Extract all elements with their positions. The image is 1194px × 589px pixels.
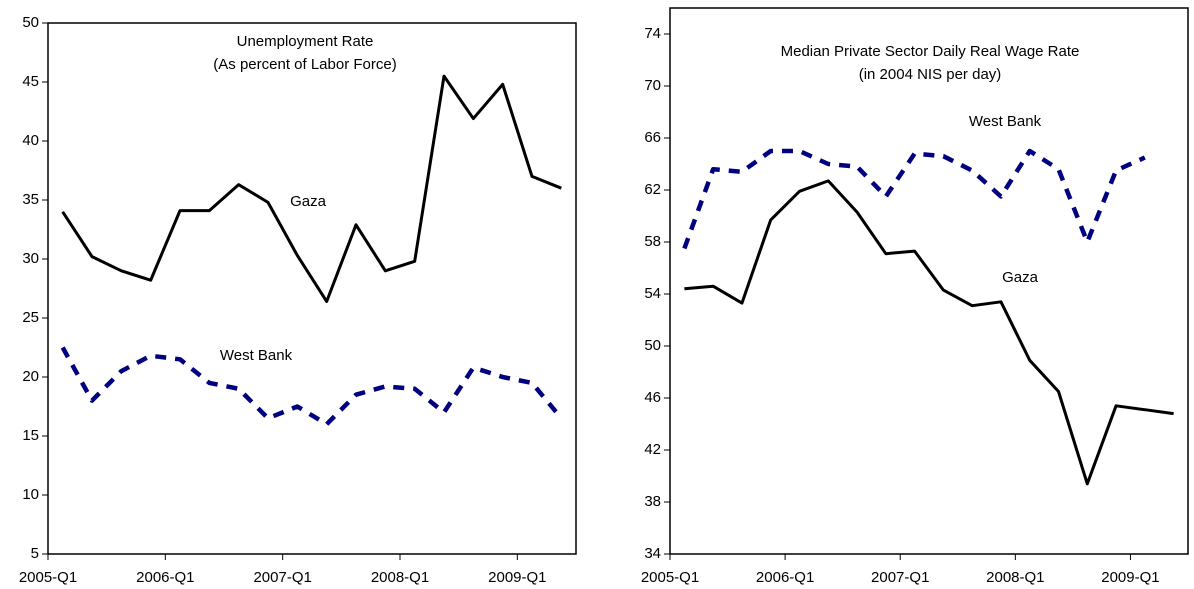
y-tick-label: 50 bbox=[644, 337, 661, 354]
plot-frame bbox=[669, 7, 1189, 555]
x-tick-label: 2008-Q1 bbox=[986, 569, 1044, 586]
series-line bbox=[684, 179, 1174, 486]
y-tick-label: 50 bbox=[22, 14, 39, 31]
y-tick-label: 54 bbox=[644, 285, 661, 302]
series-label: West Bank bbox=[969, 113, 1042, 130]
y-tick-label: 30 bbox=[22, 250, 39, 267]
x-tick-label: 2007-Q1 bbox=[871, 569, 929, 586]
y-tick-label: 46 bbox=[644, 389, 661, 406]
y-tick-label: 62 bbox=[644, 181, 661, 198]
y-tick-label: 40 bbox=[22, 132, 39, 149]
y-tick-label: 15 bbox=[22, 427, 39, 444]
y-tick-label: 45 bbox=[22, 73, 39, 90]
x-tick-label: 2006-Q1 bbox=[136, 569, 194, 586]
x-tick-label: 2006-Q1 bbox=[756, 569, 814, 586]
y-tick-label: 38 bbox=[644, 493, 661, 510]
chart-title: Unemployment Rate bbox=[237, 33, 374, 50]
y-tick-label: 10 bbox=[22, 486, 39, 503]
y-tick-label: 42 bbox=[644, 441, 661, 458]
chart-subtitle: (As percent of Labor Force) bbox=[213, 56, 396, 73]
chart-subtitle: (in 2004 NIS per day) bbox=[859, 66, 1002, 83]
x-tick-label: 2007-Q1 bbox=[253, 569, 311, 586]
x-tick-label: 2005-Q1 bbox=[641, 569, 699, 586]
y-tick-label: 20 bbox=[22, 368, 39, 385]
x-tick-label: 2005-Q1 bbox=[19, 569, 77, 586]
y-tick-label: 25 bbox=[22, 309, 39, 326]
y-tick-label: 5 bbox=[31, 545, 39, 562]
y-tick-label: 58 bbox=[644, 233, 661, 250]
series-line bbox=[682, 148, 1146, 250]
y-tick-label: 35 bbox=[22, 191, 39, 208]
plot-frame bbox=[47, 22, 577, 555]
chart-title: Median Private Sector Daily Real Wage Ra… bbox=[781, 43, 1080, 60]
x-tick-label: 2008-Q1 bbox=[371, 569, 429, 586]
y-tick-label: 34 bbox=[644, 545, 661, 562]
x-tick-label: 2009-Q1 bbox=[1101, 569, 1159, 586]
series-line bbox=[60, 346, 564, 427]
y-tick-label: 66 bbox=[644, 129, 661, 146]
series-label: Gaza bbox=[1002, 269, 1039, 286]
y-tick-label: 74 bbox=[644, 25, 661, 42]
x-tick-label: 2009-Q1 bbox=[488, 569, 546, 586]
y-tick-label: 70 bbox=[644, 77, 661, 94]
series-line bbox=[61, 74, 562, 303]
series-label: West Bank bbox=[220, 347, 293, 364]
series-label: Gaza bbox=[290, 193, 327, 210]
